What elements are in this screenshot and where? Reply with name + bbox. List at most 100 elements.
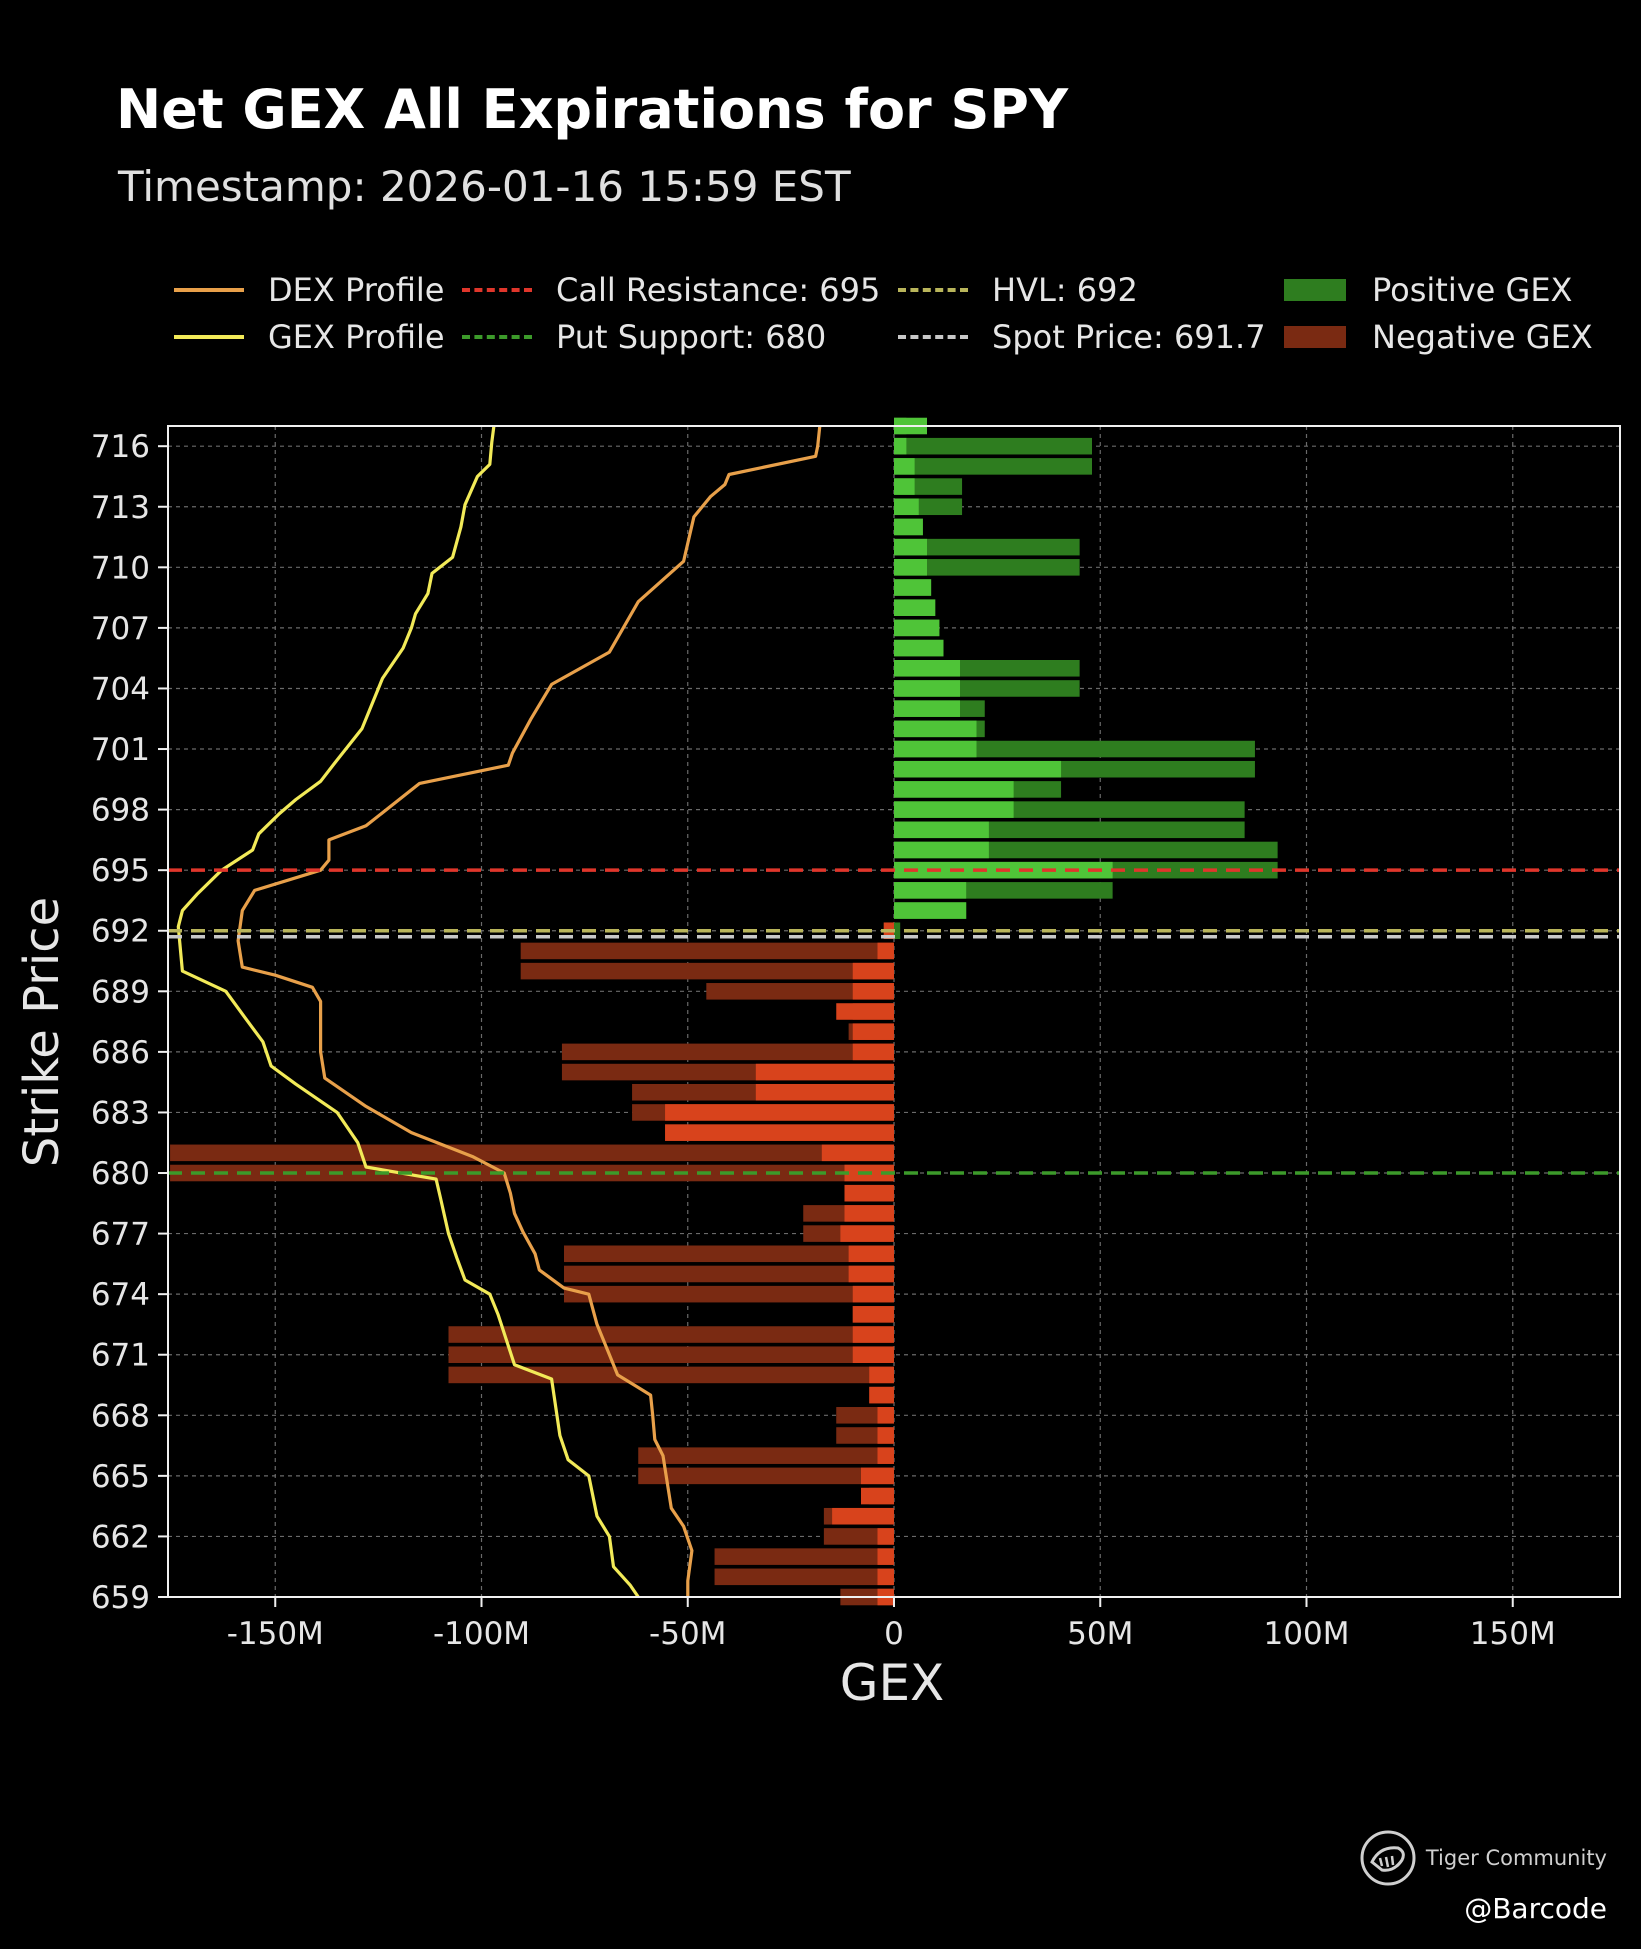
legend-label-call-resistance: Call Resistance: 695	[556, 271, 881, 309]
gex-bar	[520, 962, 894, 980]
legend-label-gex-profile: GEX Profile	[268, 318, 445, 356]
legend-label-positive-gex: Positive GEX	[1372, 271, 1573, 309]
y-tick-label: 683	[91, 1095, 150, 1131]
legend-entry-dex-profile: DEX Profile	[174, 270, 444, 310]
gex-bar-overlay	[894, 518, 923, 536]
gex-bar-overlay	[894, 599, 936, 616]
gex-bar-overlay	[877, 942, 894, 960]
y-tick-label: 665	[91, 1459, 150, 1495]
gex-bar	[564, 1245, 894, 1263]
gex-bar-overlay	[894, 841, 989, 859]
y-tick-label: 689	[91, 974, 150, 1010]
legend-swatch-hvl	[898, 288, 968, 292]
x-tick-label: -50M	[649, 1616, 726, 1652]
gex-bar	[448, 1366, 894, 1384]
gex-bar	[894, 559, 1080, 576]
gex-bar	[714, 1568, 894, 1586]
gex-bar	[894, 458, 1092, 475]
gex-bar	[448, 1326, 894, 1343]
gex-bar	[823, 1528, 894, 1545]
y-tick-label: 674	[91, 1277, 150, 1313]
gex-bar-overlay	[877, 1568, 894, 1586]
legend-swatch-positive-gex	[1284, 279, 1346, 301]
chart-subtitle: Timestamp: 2026-01-16 15:59 EST	[118, 162, 851, 211]
gex-bar-overlay	[894, 720, 977, 738]
gex-bar	[638, 1447, 894, 1464]
x-axis-label: GEX	[840, 1654, 945, 1712]
legend-entry-call-resistance: Call Resistance: 695	[462, 270, 880, 310]
x-tick-label: 0	[884, 1616, 904, 1652]
legend-swatch-call-resistance	[462, 288, 532, 292]
gex-bar-overlay	[852, 962, 894, 980]
gex-bar-overlay	[861, 1467, 894, 1485]
gex-bar-overlay	[894, 437, 907, 455]
gex-bar-overlay	[852, 1043, 894, 1061]
legend-label-put-support: Put Support: 680	[556, 318, 827, 356]
gex-bar-overlay	[894, 902, 967, 919]
y-tick-label: 707	[91, 611, 150, 647]
gex-bar	[894, 538, 1080, 556]
gex-bar	[561, 1043, 894, 1061]
gex-bar-overlay	[894, 458, 915, 475]
gex-bar-overlay	[894, 559, 927, 576]
gex-bar-overlay	[894, 498, 919, 516]
legend-entry-spot-price: Spot Price: 691.7	[898, 317, 1266, 357]
watermark-handle: @Barcode	[1464, 1892, 1607, 1925]
gex-bar-overlay	[894, 882, 967, 899]
y-tick-label: 695	[91, 853, 150, 889]
x-tick-label: -150M	[227, 1616, 324, 1652]
gex-bar-overlay	[844, 1205, 894, 1222]
y-tick-label: 698	[91, 793, 150, 829]
gex-profile-line	[176, 425, 640, 1598]
y-tick-label: 710	[91, 550, 150, 586]
legend-swatch-gex-profile	[174, 335, 244, 339]
y-tick-label: 671	[91, 1338, 150, 1374]
x-tick-label: 100M	[1264, 1616, 1350, 1652]
gex-bar	[520, 942, 894, 960]
legend-label-dex-profile: DEX Profile	[268, 271, 445, 309]
chart-title: Net GEX All Expirations for SPY	[116, 78, 1069, 141]
axis-ticks: 716 713 710 707 704 701 698 695 692 689 686 683 680 6…	[91, 429, 1556, 1652]
y-tick-label: 686	[91, 1035, 150, 1071]
x-tick-label: 150M	[1470, 1616, 1556, 1652]
legend-entry-put-support: Put Support: 680	[462, 317, 826, 357]
gex-bar-overlay	[877, 1548, 894, 1565]
gex-bar-overlay	[877, 1528, 894, 1545]
legend-entry-gex-profile: GEX Profile	[174, 317, 445, 357]
gex-bar-overlay	[869, 1386, 894, 1404]
gex-bar	[564, 1265, 894, 1283]
x-tick-label: 50M	[1067, 1616, 1133, 1652]
gex-bar	[170, 1164, 894, 1182]
legend-swatch-dex-profile	[174, 288, 244, 292]
gex-bar-overlay	[894, 579, 932, 596]
gex-bar	[894, 922, 901, 940]
gex-bar-overlay	[755, 1063, 894, 1081]
y-tick-label: 716	[91, 429, 150, 465]
gex-bar-overlay	[665, 1124, 894, 1141]
legend-label-hvl: HVL: 692	[992, 271, 1138, 309]
gex-bar-overlay	[894, 659, 960, 677]
gex-bar	[564, 1285, 894, 1303]
legend-entry-negative-gex: Negative GEX	[1284, 317, 1593, 357]
gex-bar-overlay	[852, 1326, 894, 1343]
legend-entry-positive-gex: Positive GEX	[1284, 270, 1572, 310]
gex-bar-overlay	[894, 801, 1014, 818]
gex-bar-overlay	[848, 1245, 894, 1263]
tiger-logo-icon	[1360, 1830, 1416, 1886]
legend-swatch-negative-gex	[1284, 326, 1346, 348]
gex-bar-overlay	[665, 1104, 894, 1121]
gex-bar-overlay	[836, 1003, 894, 1020]
y-tick-label: 662	[91, 1519, 150, 1555]
gex-bar	[706, 983, 894, 1000]
gex-bar-overlay	[894, 478, 915, 495]
y-tick-label: 668	[91, 1398, 150, 1434]
y-axis-label: Strike Price	[14, 897, 70, 1167]
gex-bar-overlay	[877, 1407, 894, 1424]
gex-bar-overlay	[848, 1265, 894, 1283]
gex-bar-overlay	[852, 983, 894, 1000]
profile-lines	[176, 425, 822, 1598]
gex-bar-overlay	[894, 538, 927, 556]
gex-bar	[894, 841, 1278, 859]
gex-bar-overlay	[894, 821, 989, 839]
gex-bar	[894, 740, 1255, 758]
